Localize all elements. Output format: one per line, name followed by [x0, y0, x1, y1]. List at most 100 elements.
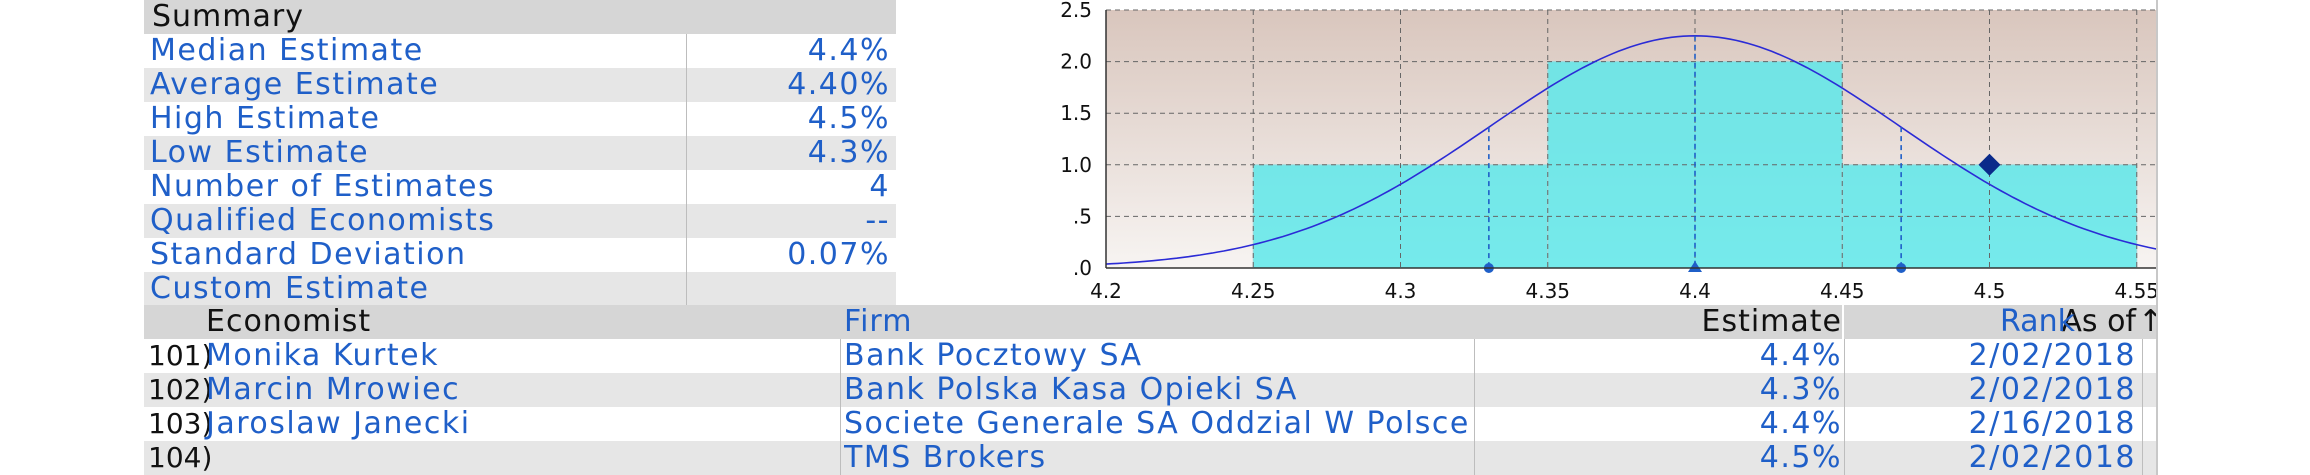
table-row[interactable]: 103) Jaroslaw Janecki Societe Generale S… [144, 407, 2166, 441]
x-tick-label: 4.25 [1231, 279, 1276, 303]
firm-name[interactable]: TMS Brokers [844, 441, 1047, 475]
cell-divider [1474, 339, 1475, 373]
summary-label[interactable]: Number of Estimates [150, 169, 496, 204]
distribution-chart-svg: .0 .5 1.0 1.5 2.0 2.5 4.2 4.25 4.3 4.35 4.4 4.45 4.5… [1060, 0, 2166, 303]
firm-name[interactable]: Societe Generale SA Oddzial W Polsce [844, 407, 1470, 441]
cell-divider [1474, 373, 1475, 407]
header-rank[interactable]: Rank [2000, 304, 2075, 339]
summary-value: -- [865, 203, 890, 238]
row-number: 103) [148, 407, 213, 440]
x-tick-label: 4.5 [1974, 279, 2006, 303]
cell-divider [2142, 373, 2143, 407]
summary-label[interactable]: Average Estimate [150, 67, 440, 102]
estimate-value: 4.5% [1759, 440, 1842, 475]
summary-label[interactable]: Median Estimate [150, 33, 424, 68]
cell-divider [840, 339, 841, 373]
row-number: 104) [148, 441, 213, 474]
summary-label[interactable]: Qualified Economists [150, 203, 496, 238]
summary-row-high[interactable]: High Estimate 4.5% [144, 102, 896, 136]
estimate-value: 4.4% [1759, 338, 1842, 373]
row-number: 102) [148, 373, 213, 406]
x-tick-label: 4.2 [1090, 279, 1122, 303]
summary-row-stddev[interactable]: Standard Deviation 0.07% [144, 238, 896, 272]
summary-label[interactable]: Standard Deviation [150, 237, 467, 272]
summary-label[interactable]: Custom Estimate [150, 271, 430, 306]
cell-divider [686, 204, 687, 238]
custom-estimate-point [1978, 153, 2001, 176]
y-tick-label: 2.5 [1060, 0, 1092, 22]
estimate-value: 4.4% [1759, 406, 1842, 441]
cell-divider [686, 102, 687, 136]
cell-divider [2142, 407, 2143, 441]
cell-divider [2142, 339, 2143, 373]
summary-value: 4 [869, 169, 890, 204]
cell-divider [840, 373, 841, 407]
distribution-chart: .0 .5 1.0 1.5 2.0 2.5 4.2 4.25 4.3 4.35 4.4 4.45 4.5… [896, 0, 2166, 305]
cell-divider [1844, 407, 1845, 441]
summary-label[interactable]: Low Estimate [150, 135, 370, 170]
y-tick-label: .5 [1073, 204, 1092, 228]
header-divider [1842, 305, 1844, 339]
cell-divider [1844, 373, 1845, 407]
cell-divider [1844, 441, 1845, 475]
summary-value: 4.40% [787, 67, 890, 102]
firm-name[interactable]: Bank Polska Kasa Opieki SA [844, 373, 1298, 407]
y-tick-label: .0 [1073, 256, 1092, 280]
cell-divider [840, 441, 841, 475]
table-header: Economist Firm Estimate As of Rank ↑ [144, 305, 2166, 339]
window-right-edge [2156, 0, 2168, 475]
cell-divider [686, 136, 687, 170]
economist-name[interactable]: Monika Kurtek [206, 338, 439, 373]
summary-row-low[interactable]: Low Estimate 4.3% [144, 136, 896, 170]
table-row[interactable]: 102) Marcin Mrowiec Bank Polska Kasa Opi… [144, 373, 2166, 407]
table-row[interactable]: 101) Monika Kurtek Bank Pocztowy SA 4.4%… [144, 339, 2166, 373]
x-tick-label: 4.55 [2114, 279, 2159, 303]
summary-value: 0.07% [787, 237, 890, 272]
economist-name[interactable]: Jaroslaw Janecki [206, 406, 471, 441]
mean-triangle-marker [1688, 261, 1702, 272]
cell-divider [1474, 407, 1475, 441]
as-of-date: 2/02/2018 [1968, 338, 2136, 373]
cell-divider [686, 34, 687, 68]
x-tick-label: 4.4 [1679, 279, 1711, 303]
firm-name[interactable]: Bank Pocztowy SA [844, 339, 1143, 373]
y-tick-label: 1.0 [1060, 153, 1092, 177]
cell-divider [2142, 441, 2143, 475]
header-estimate[interactable]: Estimate [1701, 304, 1842, 339]
x-tick-label: 4.35 [1525, 279, 1570, 303]
summary-label[interactable]: High Estimate [150, 101, 381, 136]
as-of-date: 2/02/2018 [1968, 372, 2136, 407]
as-of-date: 2/16/2018 [1968, 406, 2136, 441]
summary-row-qualified[interactable]: Qualified Economists -- [144, 204, 896, 238]
y-tick-label: 2.0 [1060, 50, 1092, 74]
summary-row-average[interactable]: Average Estimate 4.40% [144, 68, 896, 102]
y-tick-label: 1.5 [1060, 101, 1092, 125]
estimate-value: 4.3% [1759, 372, 1842, 407]
cell-divider [686, 272, 687, 306]
cell-divider [1844, 339, 1845, 373]
row-number: 101) [148, 339, 213, 372]
x-tick-label: 4.45 [1820, 279, 1865, 303]
summary-value: 4.3% [807, 135, 890, 170]
header-firm[interactable]: Firm [844, 304, 913, 339]
summary-title: Summary [144, 0, 896, 34]
summary-value: 4.5% [807, 101, 890, 136]
header-as-of[interactable]: As of [2061, 304, 2136, 339]
cell-divider [1474, 441, 1475, 475]
summary-table: Summary Median Estimate 4.4% Average Est… [144, 0, 896, 306]
cell-divider [686, 238, 687, 272]
summary-row-count[interactable]: Number of Estimates 4 [144, 170, 896, 204]
header-economist[interactable]: Economist [206, 304, 372, 339]
summary-value: 4.4% [807, 33, 890, 68]
cell-divider [686, 170, 687, 204]
summary-row-median[interactable]: Median Estimate 4.4% [144, 34, 896, 68]
table-row[interactable]: 104) TMS Brokers 4.5% 2/02/2018 [144, 441, 2166, 475]
as-of-date: 2/02/2018 [1968, 440, 2136, 475]
estimates-panel: Summary Median Estimate 4.4% Average Est… [144, 0, 2166, 475]
economist-table: Economist Firm Estimate As of Rank ↑ 101… [144, 305, 2166, 475]
cell-divider [686, 68, 687, 102]
economist-name[interactable]: Marcin Mrowiec [206, 372, 461, 407]
x-tick-label: 4.3 [1385, 279, 1417, 303]
summary-row-custom[interactable]: Custom Estimate [144, 272, 896, 306]
cell-divider [840, 407, 841, 441]
